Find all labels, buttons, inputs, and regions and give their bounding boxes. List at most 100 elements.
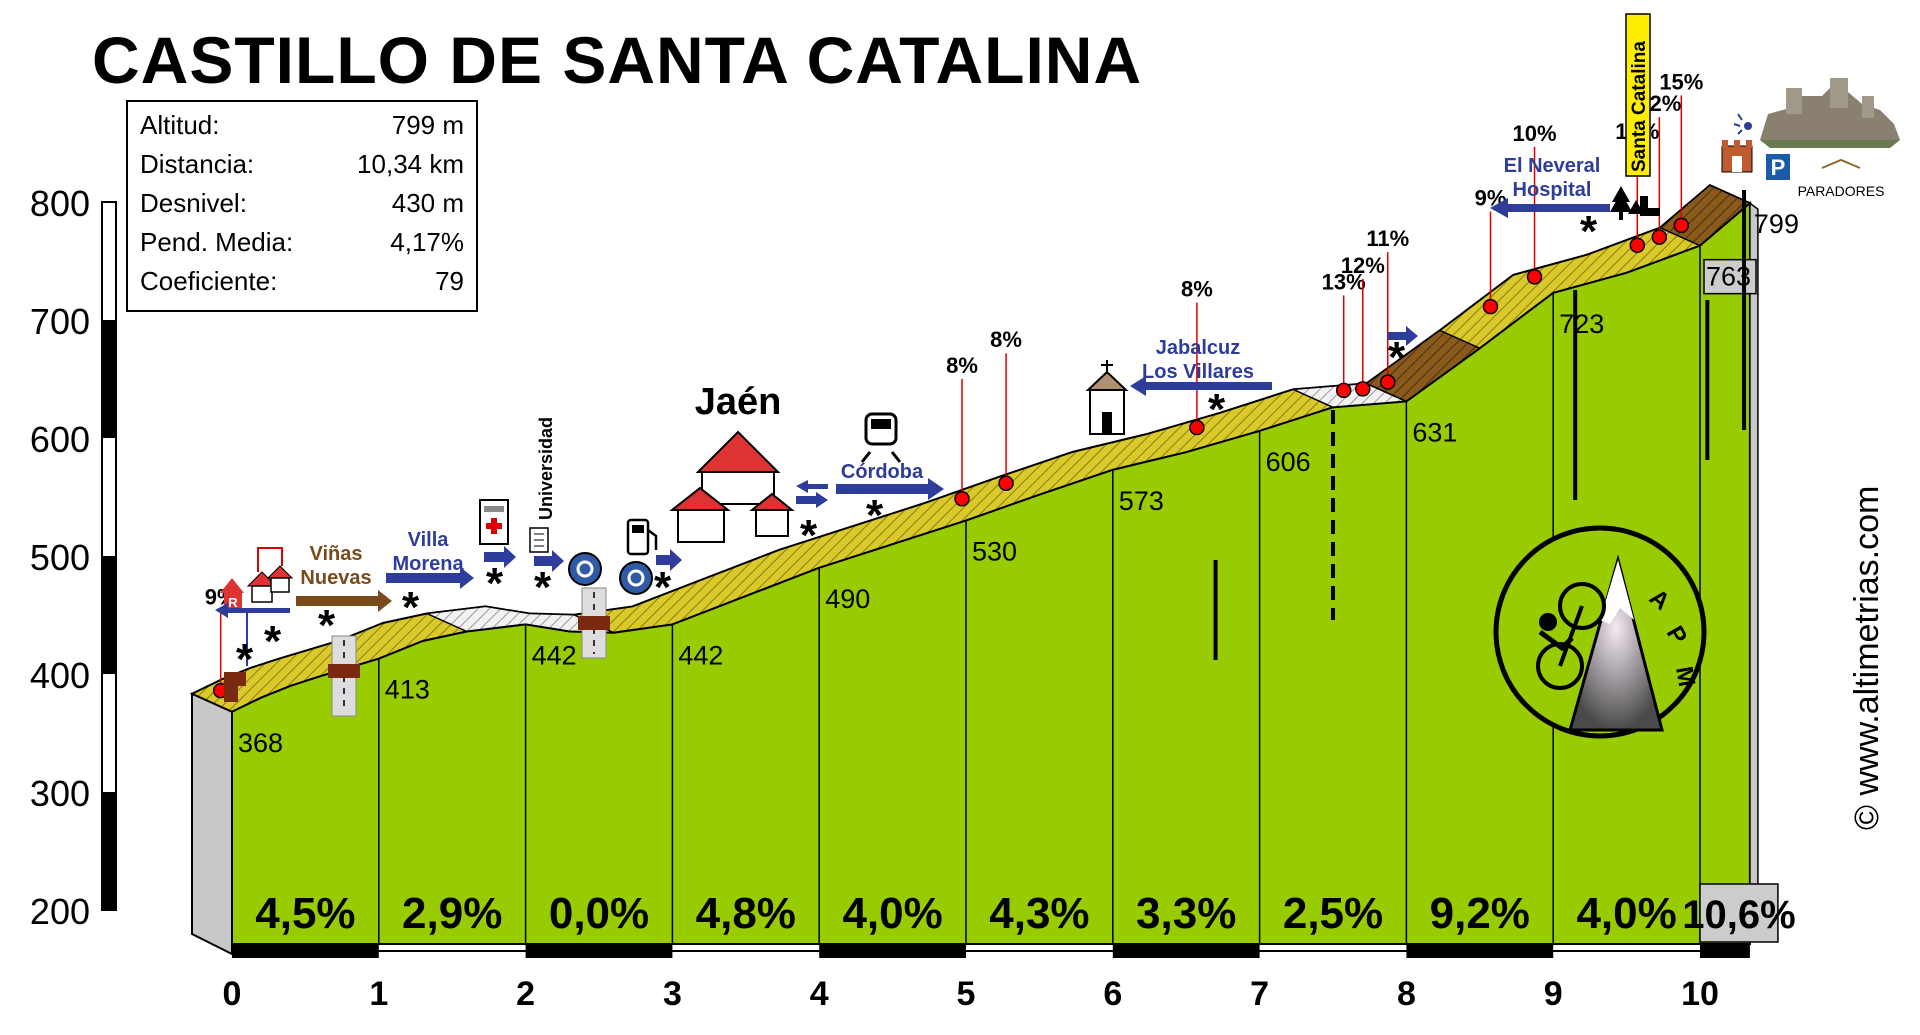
village-icon [246, 547, 294, 603]
stat-value: 799 m [391, 110, 464, 140]
apm-logo: A P M [1493, 525, 1707, 739]
right-arrow-icon [836, 478, 944, 500]
stat-row: Desnivel: 430 m [140, 188, 464, 224]
km-altitude-label: 442 [678, 640, 723, 670]
tree-icon [1610, 186, 1644, 220]
stat-row: Pend. Media: 4,17% [140, 227, 464, 263]
asterisk-icon: * [1388, 333, 1406, 382]
km-altitude-label: 368 [238, 728, 283, 758]
ramp-marker [1379, 374, 1396, 390]
km-altitude-label: 530 [972, 537, 1017, 567]
y-tick-label: 700 [30, 301, 90, 342]
ramp-label: 8% [990, 327, 1022, 352]
ramp-marker [1482, 298, 1499, 315]
ramp-marker [1629, 237, 1646, 253]
villa-label-2: Morena [392, 553, 464, 575]
place-labels: Viñas Nuevas Villa Morena Universidad Ja… [300, 41, 1650, 589]
stat-label: Altitud: [140, 110, 220, 140]
y-tick-label: 400 [30, 655, 90, 696]
ramp-label: 10% [1513, 121, 1557, 146]
ramp-label: 12% [1341, 253, 1385, 278]
segment-gradient-label: 10,6% [1682, 893, 1795, 937]
stat-label: Coeficiente: [140, 266, 278, 296]
vinas-label-1: Viñas [310, 543, 363, 565]
jabalcuz-label-1: Jabalcuz [1156, 337, 1240, 359]
right-arrow-icon [484, 546, 516, 568]
x-tick-label: 8 [1397, 975, 1416, 1013]
asterisk-icon: * [318, 601, 336, 650]
altitude-box [1703, 258, 1757, 295]
x-tick-label: 2 [516, 975, 535, 1013]
profile-end-face [1749, 201, 1759, 905]
segment-gradient-label: 4,0% [842, 889, 942, 938]
asterisk-icon: * [1580, 207, 1598, 256]
stat-label: Desnivel: [140, 188, 247, 218]
km-altitude-label: 723 [1559, 309, 1604, 339]
hospital-icon [479, 499, 509, 545]
villa-label-1: Villa [408, 529, 450, 551]
asterisk-icon: * [534, 563, 552, 612]
left-arrow-icon [1490, 198, 1610, 218]
x-tick-label: 6 [1103, 975, 1122, 1013]
lookout-icon [1733, 113, 1752, 135]
ramp-marker [954, 491, 970, 507]
y-axis-segment [102, 792, 116, 910]
x-tick-label: 3 [663, 975, 682, 1013]
stat-row: Distancia: 10,34 km [140, 149, 464, 185]
x-tick-label: 7 [1250, 975, 1269, 1013]
jabalcuz-label-2: Los Villares [1142, 361, 1254, 383]
asterisk-icon: * [800, 511, 818, 560]
page-title: CASTILLO DE SANTA CATALINA [92, 23, 1143, 97]
asterisk-icon: * [486, 559, 504, 608]
y-tick-label: 300 [30, 773, 90, 814]
x-tick-label: 10 [1681, 975, 1719, 1013]
stat-value: 10,34 km [357, 149, 464, 179]
km-altitude-label: 631 [1412, 417, 1457, 447]
university-icon [529, 527, 549, 553]
santa-catalina-label: Santa Catalina [1629, 41, 1650, 172]
ramp-label: 8% [946, 353, 978, 378]
segment-gradient-label: 3,3% [1136, 889, 1236, 938]
train-icon [860, 412, 902, 463]
x-tick-label: 9 [1544, 975, 1563, 1013]
road-bridge-icon [578, 587, 610, 659]
y-axis-segment [102, 320, 116, 438]
segment-gradient-label: 0,0% [549, 889, 649, 938]
ramp-label: 13% [1322, 269, 1366, 294]
asterisk-icon: * [654, 563, 672, 612]
svg-text:P: P [1771, 155, 1786, 180]
neveral-label-2: Hospital [1513, 179, 1592, 201]
ramp-marker [1335, 382, 1352, 399]
asterisk-icon: * [866, 491, 884, 540]
paradores-logo: PARADORES [1796, 158, 1886, 200]
km-altitude-label: 490 [825, 584, 870, 614]
km-altitude-label: 442 [532, 640, 577, 670]
segment-gradient-label: 4,8% [696, 889, 796, 938]
start-road-icon [224, 672, 246, 702]
route-annotations: R [215, 13, 1900, 739]
neveral-label-1: El Neveral [1504, 155, 1601, 177]
svg-text:R: R [228, 595, 238, 610]
y-tick-label: 600 [30, 419, 90, 460]
cordoba-label: Córdoba [841, 461, 924, 483]
y-tick-label: 500 [30, 537, 90, 578]
ramp-marker [1355, 381, 1371, 397]
y-axis-segment [102, 556, 116, 674]
ramp-label: 15% [1659, 69, 1703, 94]
segment-gradient-label: 4,0% [1576, 889, 1676, 938]
stats-box: Altitud: 799 m Distancia: 10,34 km Desni… [126, 100, 478, 312]
segment-gradient-label: 9,2% [1430, 889, 1530, 938]
km-altitude-label: 799 [1754, 209, 1799, 239]
ramp-marker [1189, 419, 1205, 436]
km-altitude-label: 413 [385, 675, 430, 705]
roundabout-icon [568, 552, 602, 586]
stat-row: Altitud: 799 m [140, 110, 464, 146]
paradores-label: PARADORES [1798, 183, 1885, 199]
left-arrow-icon [215, 603, 290, 618]
y-tick-label: 800 [30, 183, 90, 224]
y-axis: 200 300 400 500 600 700 800 [30, 183, 117, 932]
castle-gate-icon [1721, 140, 1753, 173]
right-arrow-icon [386, 567, 474, 589]
vinas-label-2: Nuevas [300, 567, 371, 589]
